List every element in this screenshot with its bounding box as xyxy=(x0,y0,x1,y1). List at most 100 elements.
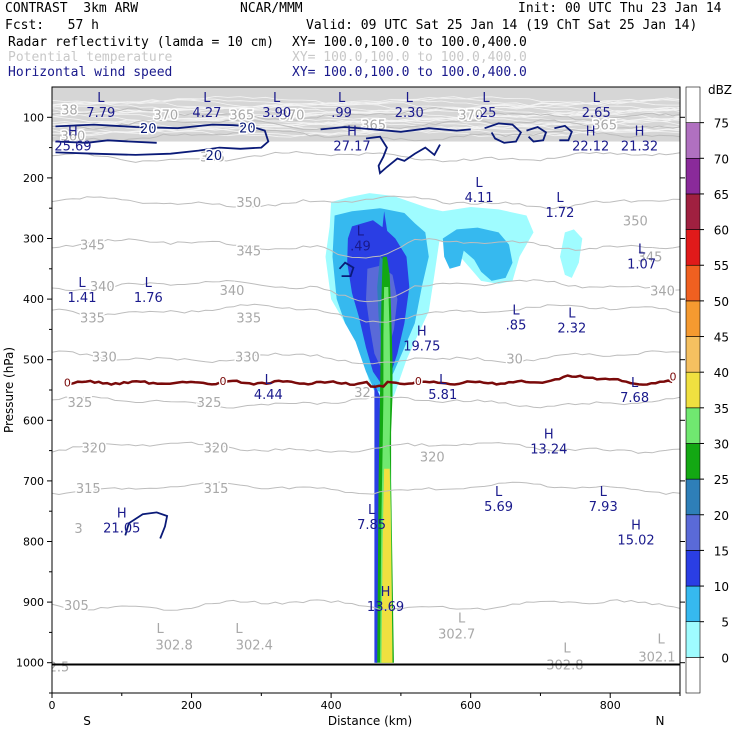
reflectivity-region xyxy=(374,383,380,663)
wind-speed-contours: 20 20 20 xyxy=(55,120,573,539)
theta-contour xyxy=(52,350,680,365)
theta-label: L xyxy=(157,622,165,637)
wind-extremum-value: .49 xyxy=(350,239,371,254)
wind-contour xyxy=(55,139,157,144)
wind-extremum-marker: L xyxy=(406,91,414,106)
wind-extremum-marker: L xyxy=(338,91,346,106)
wind-extremum-marker: L xyxy=(593,91,601,106)
theta-label: L xyxy=(235,622,243,637)
wind-contour-label: 20 xyxy=(140,122,157,137)
theta-label: L xyxy=(563,642,571,657)
wind-extremum-marker: L xyxy=(556,191,564,206)
theta-label: 365 xyxy=(361,119,386,134)
x-tick-label: 600 xyxy=(460,699,481,712)
colorbar-level-label: 75 xyxy=(714,117,729,131)
colorbar-level-label: 0 xyxy=(721,651,729,665)
wind-extremum-value: 27.17 xyxy=(333,139,370,154)
colorbar: 0 5 10 15 20 25 30 35 40 45 50 55 60 65 70 75 dBZ xyxy=(685,83,732,694)
colorbar-level-label: 55 xyxy=(714,259,729,273)
wind-extremum-value: .85 xyxy=(506,318,527,333)
wind-extremum-marker: H xyxy=(586,124,596,139)
wind-extremum-value: 4.27 xyxy=(192,106,221,121)
colorbar-swatch xyxy=(685,371,701,409)
wind-extremum-value: 7.79 xyxy=(86,106,115,121)
y-tick-label: 100 xyxy=(23,111,44,124)
theta-label: 365 xyxy=(229,108,254,123)
field-wind-xy: XY= 100.0,100.0 to 100.0,400.0 xyxy=(292,65,527,80)
wind-extremum-value: 13.24 xyxy=(530,442,567,457)
colorbar-swatch xyxy=(685,514,701,551)
theta-label: 370 xyxy=(458,108,483,123)
wind-contour xyxy=(338,261,355,277)
y-tick-label: 400 xyxy=(23,293,44,306)
theta-label: 350 xyxy=(236,196,261,211)
wind-extremum-marker: L xyxy=(568,306,576,321)
x-tick-label: 400 xyxy=(321,699,342,712)
theta-label: 325 xyxy=(197,396,222,411)
x-tick-label: 0 xyxy=(49,699,56,712)
colorbar-swatch xyxy=(685,621,701,658)
colorbar-level-label: 45 xyxy=(714,331,729,345)
colorbar-unit-label: dBZ xyxy=(708,83,732,97)
theta-contour-dense xyxy=(52,125,680,135)
theta-contour xyxy=(52,195,680,210)
theta-label: 302.7 xyxy=(438,628,475,643)
reflectivity-region xyxy=(381,468,393,663)
wind-extremum-marker: L xyxy=(495,485,503,500)
theta-label: 320 xyxy=(204,442,229,457)
theta-label: 355 xyxy=(200,151,225,166)
wind-extremum-marker: H xyxy=(117,506,127,521)
theta-label: 320 xyxy=(420,451,445,466)
field-wind: Horizontal wind speed xyxy=(8,65,173,80)
colorbar-swatch xyxy=(685,478,701,516)
wind-contour xyxy=(526,126,548,143)
theta-label: 3 xyxy=(74,522,82,537)
wind-extremum-marker: L xyxy=(145,276,153,291)
theta-contour-dense xyxy=(52,98,680,108)
north-end-label: N xyxy=(656,714,665,728)
colorbar-level-label: 65 xyxy=(714,188,729,202)
wind-extremum-value: 7.68 xyxy=(620,391,649,406)
theta-label: 315 xyxy=(76,482,101,497)
wind-extremum-value: 5.81 xyxy=(428,388,457,403)
theta-label: 340 xyxy=(220,284,245,299)
theta-label: 345 xyxy=(638,251,663,266)
theta-label: 38 xyxy=(61,103,78,118)
wind-extremum-marker: L xyxy=(273,91,281,106)
theta-contour-dense xyxy=(52,129,680,138)
wind-extremum-value: 13.69 xyxy=(367,600,404,615)
theta-label: 340 xyxy=(90,280,115,295)
theta-label: 335 xyxy=(80,311,105,326)
wind-extremum-value: 2.30 xyxy=(395,106,424,121)
wind-contour xyxy=(124,511,169,539)
colorbar-swatch xyxy=(685,229,701,266)
wind-extremum-value: 25.69 xyxy=(54,139,91,154)
colorbar-level-label: 70 xyxy=(714,152,729,166)
theta-label: L xyxy=(658,632,666,647)
y-axis-label: Pressure (hPa) xyxy=(2,347,16,433)
colorbar-swatch xyxy=(685,657,701,694)
theta-label: L xyxy=(458,611,466,626)
colorbar-level-label: 50 xyxy=(714,295,729,309)
theta-contour-dense xyxy=(52,111,680,121)
x-tick-label: 200 xyxy=(181,699,202,712)
wind-extremum-value: 2.65 xyxy=(582,106,611,121)
header-init: Init: 00 UTC Thu 23 Jan 14 xyxy=(518,1,722,16)
theta-label: 325 xyxy=(67,396,92,411)
wind-contour xyxy=(365,135,441,175)
theta-contour xyxy=(52,303,680,323)
theta-contour xyxy=(52,279,680,303)
theta-label: 305 xyxy=(64,599,89,614)
y-tick-label: 500 xyxy=(23,354,44,367)
colorbar-level-label: 15 xyxy=(714,544,729,558)
wind-extremum-marker: L xyxy=(600,485,608,500)
theta-label: 370 xyxy=(153,108,178,123)
wind-extremum-marker: L xyxy=(203,91,211,106)
wind-extremum-value: 22.12 xyxy=(572,139,609,154)
theta-label: 340 xyxy=(650,285,675,300)
colorbar-swatch xyxy=(685,550,701,587)
y-tick-label: 600 xyxy=(23,414,44,427)
theta-label: 302.4 xyxy=(236,639,273,654)
theta-label: 330 xyxy=(92,351,117,366)
